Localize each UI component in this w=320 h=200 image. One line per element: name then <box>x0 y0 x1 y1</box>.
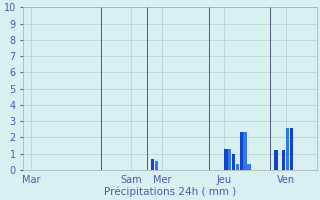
Bar <box>228 149 231 170</box>
Bar <box>282 150 285 170</box>
Bar <box>151 159 154 170</box>
Bar <box>236 164 239 170</box>
Bar <box>290 128 293 170</box>
Bar <box>155 161 158 170</box>
Bar <box>240 132 243 170</box>
Bar <box>224 149 228 170</box>
X-axis label: Précipitations 24h ( mm ): Précipitations 24h ( mm ) <box>104 186 236 197</box>
Bar <box>244 132 247 170</box>
Bar <box>286 128 289 170</box>
Bar <box>232 154 235 170</box>
Bar <box>274 150 278 170</box>
Bar <box>247 164 251 170</box>
